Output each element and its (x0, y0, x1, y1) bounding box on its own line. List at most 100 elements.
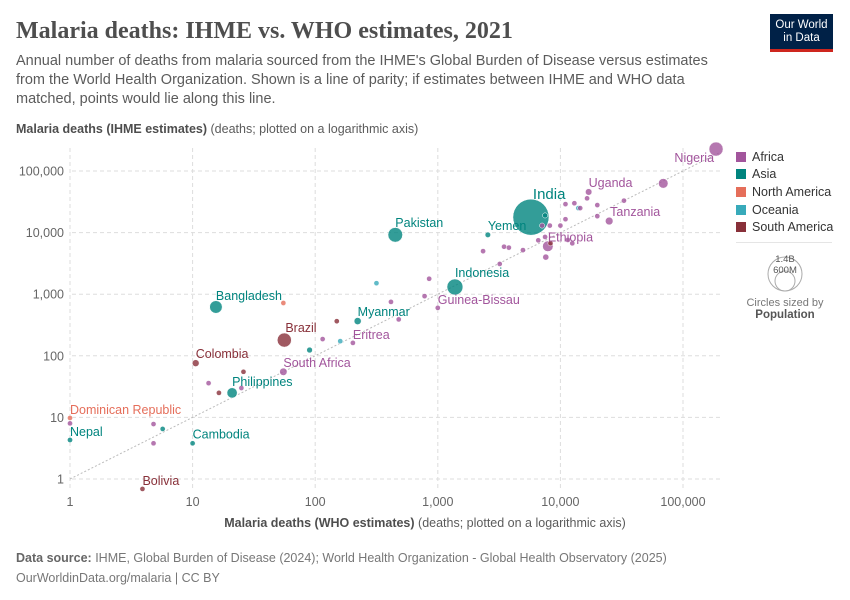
data-point (520, 247, 526, 253)
data-point (542, 253, 550, 261)
data-point-south-africa (279, 367, 288, 376)
data-point-philippines (226, 387, 238, 399)
legend-swatch (736, 186, 746, 197)
point-label: Eritrea (353, 328, 390, 342)
data-point-bolivia (139, 486, 146, 492)
data-point (426, 275, 432, 282)
data-point-bangladesh (209, 300, 223, 314)
data-point (480, 248, 486, 254)
point-label: Myanmar (358, 305, 410, 319)
data-point (501, 243, 507, 250)
data-point (67, 420, 73, 427)
data-point (150, 421, 157, 427)
legend-item-africa[interactable]: Africa (736, 148, 833, 166)
x-tick-label: 1,000 (422, 495, 453, 509)
size-legend: 1.4B 600M Circles sized by Population (735, 250, 835, 321)
size-circle-small (774, 270, 796, 292)
data-source: Data source: IHME, Global Burden of Dise… (16, 548, 667, 568)
data-point-tanzania (605, 216, 614, 226)
point-label: Cambodia (193, 427, 250, 441)
data-point (159, 426, 166, 432)
data-point (395, 316, 402, 323)
data-point (542, 234, 548, 240)
legend-label: Oceania (752, 202, 799, 217)
source-url[interactable]: OurWorldinData.org/malaria | CC BY (16, 571, 220, 585)
legend-divider (736, 242, 832, 243)
owid-logo[interactable]: Our World in Data (770, 14, 833, 52)
y-tick-label: 10 (50, 411, 64, 425)
legend-label: Asia (752, 167, 777, 182)
point-label: Tanzania (610, 205, 660, 219)
data-point (562, 201, 569, 207)
x-tick-label: 10,000 (541, 495, 579, 509)
footer: Data source: IHME, Global Burden of Dise… (16, 548, 667, 588)
size-label-large: 1.4B (775, 254, 795, 265)
data-point-nepal (67, 437, 73, 443)
legend-label: North America (752, 184, 832, 199)
data-point (621, 197, 627, 204)
point-label: South Africa (283, 356, 350, 370)
data-point-guinea-bissau (434, 305, 441, 311)
chart-title: Malaria deaths: IHME vs. WHO estimates, … (16, 18, 513, 44)
data-point (577, 205, 584, 211)
data-point (238, 385, 245, 391)
data-point-pakistan (387, 227, 403, 243)
data-source-text: IHME, Global Burden of Disease (2024); W… (91, 551, 667, 565)
data-source-label: Data source: (16, 551, 92, 565)
data-point (546, 222, 553, 229)
legend-item-oceania[interactable]: Oceania (736, 201, 833, 219)
y-axis-label-note: (deaths; plotted on a logarithmic axis) (207, 122, 419, 136)
size-legend-note: Circles sized by (746, 297, 824, 309)
data-point-myanmar (353, 317, 362, 325)
data-point-uganda (585, 188, 593, 196)
legend-item-south-america[interactable]: South America (736, 218, 833, 236)
y-tick-label: 1 (57, 473, 64, 487)
y-tick-label: 10,000 (26, 226, 64, 240)
legend-swatch (736, 151, 746, 162)
point-label: Indonesia (455, 266, 509, 280)
legend-swatch (736, 204, 746, 215)
point-label: Nigeria (674, 151, 714, 165)
data-point (240, 368, 247, 375)
data-point (496, 261, 503, 267)
data-point (594, 213, 601, 219)
point-label: Nepal (70, 425, 103, 439)
data-point (547, 240, 554, 247)
legend-item-north-america[interactable]: North America (736, 183, 833, 201)
legend: Africa Asia North America Oceania South … (736, 148, 833, 236)
point-label: Dominican Republic (70, 403, 181, 417)
point-label: Pakistan (395, 216, 443, 230)
y-tick-label: 100 (43, 349, 64, 363)
data-point (337, 338, 344, 344)
legend-item-asia[interactable]: Asia (736, 166, 833, 184)
data-point (506, 244, 512, 251)
legend-label: Africa (752, 149, 784, 164)
data-point-eritrea (350, 340, 356, 346)
point-label: Yemen (488, 219, 527, 233)
data-point (373, 280, 380, 287)
data-point (562, 216, 569, 223)
x-axis-label-note: (deaths; plotted on a logarithmic axis) (414, 516, 626, 530)
data-point-yemen (484, 231, 491, 238)
data-point-colombia (192, 359, 200, 367)
x-tick-label: 1 (67, 495, 74, 509)
y-tick-label: 1,000 (33, 288, 64, 302)
x-tick-label: 100,000 (660, 495, 705, 509)
legend-swatch (736, 222, 746, 233)
point-label: Uganda (589, 176, 633, 190)
data-point (564, 237, 571, 243)
data-point (388, 299, 394, 305)
parity-line (69, 152, 721, 480)
point-label: Colombia (196, 347, 249, 361)
y-axis-label: Malaria deaths (IHME estimates) (deaths;… (16, 122, 418, 136)
x-tick-label: 10 (186, 495, 200, 509)
x-axis-label-bold: Malaria deaths (WHO estimates) (224, 516, 415, 530)
data-point (306, 346, 313, 354)
legend-label: South America (752, 220, 834, 235)
data-point (542, 212, 548, 219)
x-tick-label: 100 (305, 495, 326, 509)
legend-swatch (736, 169, 746, 180)
chart-subtitle: Annual number of deaths from malaria sou… (16, 53, 708, 107)
x-axis-label: Malaria deaths (WHO estimates) (deaths; … (0, 516, 850, 530)
